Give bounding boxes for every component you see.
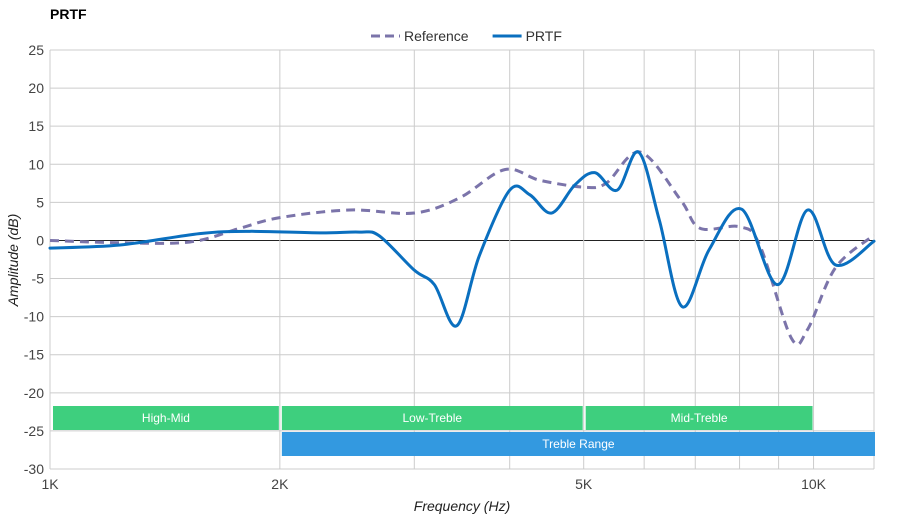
y-tick-label: 20: [28, 80, 44, 96]
x-axis-label: Frequency (Hz): [414, 498, 510, 514]
legend-label: PRTF: [526, 28, 562, 44]
y-tick-label: 0: [36, 232, 44, 248]
y-tick-label: 25: [28, 42, 44, 58]
chart-title: PRTF: [50, 6, 87, 22]
band-label: Low-Treble: [402, 411, 462, 425]
y-axis-label: Amplitude (dB): [5, 214, 21, 308]
y-tick-label: 5: [36, 194, 44, 210]
legend-label: Reference: [404, 28, 469, 44]
band-low-treble: [281, 406, 583, 430]
y-tick-label: 10: [28, 156, 44, 172]
band-label: Treble Range: [542, 437, 615, 451]
y-tick-label: -20: [24, 385, 44, 401]
x-tick-label: 1K: [41, 476, 59, 492]
band-mid-treble: [585, 406, 813, 430]
y-tick-label: -30: [24, 461, 44, 477]
band-high-mid: [53, 406, 279, 430]
y-tick-label: -10: [24, 309, 44, 325]
band-treble-range: [281, 432, 875, 456]
series-line-prtf: [48, 150, 876, 328]
y-tick-label: -25: [24, 423, 44, 439]
y-tick-label: -5: [32, 271, 45, 287]
y-tick-label: -15: [24, 347, 44, 363]
series-line-reference: [49, 150, 875, 347]
x-tick-label: 10K: [801, 476, 827, 492]
y-tick-label: 15: [28, 118, 44, 134]
x-tick-label: 2K: [271, 476, 289, 492]
band-label: High-Mid: [142, 411, 190, 425]
band-label: Mid-Treble: [671, 411, 728, 425]
x-tick-label: 5K: [575, 476, 593, 492]
